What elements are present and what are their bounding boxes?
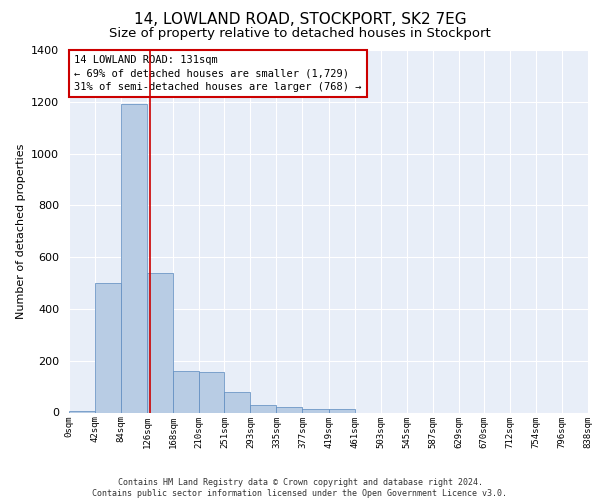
- Text: Contains HM Land Registry data © Crown copyright and database right 2024.
Contai: Contains HM Land Registry data © Crown c…: [92, 478, 508, 498]
- Bar: [329, 410, 355, 412]
- Bar: [250, 404, 277, 412]
- Text: 14 LOWLAND ROAD: 131sqm
← 69% of detached houses are smaller (1,729)
31% of semi: 14 LOWLAND ROAD: 131sqm ← 69% of detache…: [74, 56, 362, 92]
- Bar: [95, 283, 121, 412]
- Bar: [173, 371, 199, 412]
- Text: 14, LOWLAND ROAD, STOCKPORT, SK2 7EG: 14, LOWLAND ROAD, STOCKPORT, SK2 7EG: [134, 12, 466, 28]
- Bar: [69, 411, 95, 412]
- Bar: [224, 392, 250, 412]
- Bar: [121, 104, 147, 412]
- Bar: [302, 408, 329, 412]
- Y-axis label: Number of detached properties: Number of detached properties: [16, 144, 26, 319]
- Text: Size of property relative to detached houses in Stockport: Size of property relative to detached ho…: [109, 28, 491, 40]
- Bar: [277, 407, 302, 412]
- Bar: [199, 372, 224, 412]
- Bar: [147, 272, 173, 412]
